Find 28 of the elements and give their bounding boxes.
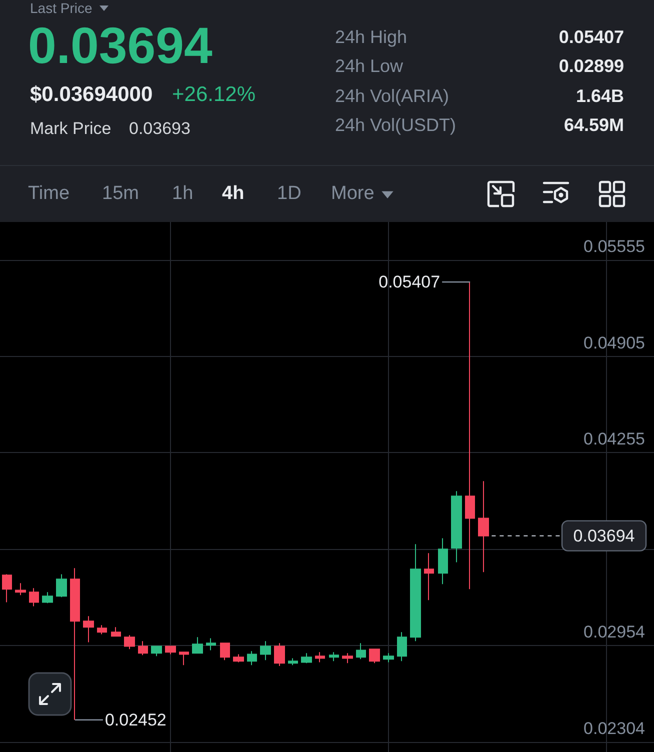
text: 1D	[277, 183, 302, 206]
text: 15m	[102, 183, 139, 206]
text: Time	[28, 183, 70, 206]
text: 0.03694	[28, 16, 212, 75]
y-tick-label: 0.04905	[584, 333, 645, 352]
text: 24h Vol(USDT)	[335, 114, 456, 136]
annotation: 0.02452	[104, 710, 166, 730]
text: 64.59M	[564, 114, 624, 136]
text: 0.05407	[558, 26, 624, 48]
text: Mark Price	[30, 119, 112, 140]
text: More	[331, 183, 374, 206]
ref-line-label: 0.03694	[573, 526, 635, 546]
text: +26.12%	[172, 82, 256, 107]
text: 4h	[222, 183, 244, 206]
y-tick-label: 0.02954	[584, 622, 645, 642]
text: 1h	[172, 183, 194, 206]
y-tick-label: 0.02304	[584, 718, 645, 738]
text: 0.02899	[558, 56, 624, 77]
y-tick-label: 0.05555	[584, 237, 645, 256]
text: 24h Vol(ARIA)	[335, 86, 450, 107]
y-tick-label: 0.04255	[584, 430, 645, 449]
text: 0.03693	[129, 119, 190, 140]
text: $0.03694000	[30, 82, 153, 107]
text: Last Price	[30, 0, 92, 16]
text: 24h Low	[335, 56, 404, 77]
annotation: 0.05407	[378, 272, 440, 292]
text: 1.64B	[576, 86, 624, 107]
text: 24h High	[335, 26, 408, 48]
